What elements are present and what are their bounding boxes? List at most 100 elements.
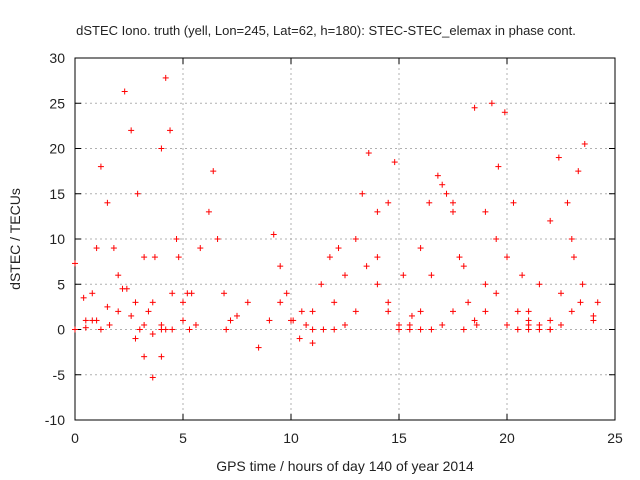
data-point [385, 308, 392, 315]
data-point [391, 159, 398, 166]
data-point [266, 317, 273, 324]
data-point [149, 331, 156, 338]
data-point [331, 299, 338, 306]
chart-title: dSTEC Iono. truth (yell, Lon=245, Lat=62… [76, 23, 576, 38]
data-point [471, 317, 478, 324]
data-point [205, 208, 212, 215]
data-point [210, 168, 217, 175]
x-tick-label: 15 [391, 430, 407, 446]
data-point [180, 299, 186, 306]
data-point [296, 335, 303, 342]
data-point [121, 88, 128, 95]
data-point [465, 299, 472, 306]
data-point [283, 290, 290, 297]
data-point [167, 127, 174, 134]
data-point [482, 308, 489, 315]
data-point [363, 263, 370, 270]
data-point [169, 290, 176, 297]
data-point [326, 254, 333, 261]
data-point [270, 231, 277, 238]
y-tick-label: -5 [53, 367, 66, 383]
data-point [495, 163, 502, 170]
y-tick-label: 10 [49, 231, 65, 247]
x-tick-label: 20 [499, 430, 515, 446]
data-point [555, 154, 562, 161]
data-point [450, 308, 456, 315]
data-point [525, 321, 532, 328]
data-point [439, 181, 446, 188]
data-point [175, 254, 182, 261]
data-point [488, 100, 495, 107]
data-point [450, 208, 456, 215]
y-tick-label: 5 [57, 276, 65, 292]
data-point [439, 321, 446, 328]
plot-frame [74, 57, 616, 421]
data-point [417, 245, 424, 252]
data-point [309, 340, 316, 347]
grid [75, 58, 615, 420]
data-point [558, 290, 564, 297]
data-point [158, 353, 165, 360]
data-point [406, 321, 413, 328]
data-point [162, 326, 169, 333]
data-point [374, 281, 381, 288]
data-point [594, 299, 601, 306]
data-point [309, 326, 316, 333]
data-point [577, 299, 584, 306]
x-axis-label: GPS time / hours of day 140 of year 2014 [216, 458, 474, 474]
data-point [141, 321, 148, 328]
data-point [234, 312, 240, 319]
data-point [141, 254, 148, 261]
data-point [547, 326, 554, 333]
data-point [106, 321, 113, 328]
data-point [374, 254, 381, 261]
data-point [162, 74, 169, 81]
data-point [547, 317, 554, 324]
data-point [89, 290, 96, 297]
axis-ticks: 0 5 10 15 20 25 -10 -5 0 5 10 15 20 25 30 [45, 50, 623, 446]
y-tick-label: 20 [49, 141, 65, 157]
data-point [471, 104, 478, 111]
data-point [188, 290, 195, 297]
y-tick-label: -10 [45, 412, 65, 428]
data-point [104, 199, 111, 206]
data-point [80, 294, 87, 301]
x-tick-label: 0 [71, 430, 79, 446]
data-point [428, 326, 435, 333]
data-point [93, 245, 100, 252]
data-point [132, 335, 139, 342]
data-point [385, 199, 392, 206]
data-point [331, 326, 338, 333]
y-tick-label: 30 [49, 50, 65, 66]
data-point [186, 326, 193, 333]
data-point [173, 236, 180, 242]
data-point [426, 199, 433, 206]
data-point [352, 236, 359, 242]
data-point [227, 317, 234, 324]
data-point [104, 303, 111, 310]
data-point [290, 317, 297, 324]
data-point [493, 236, 500, 242]
data-point [158, 321, 165, 328]
data-point [396, 326, 402, 333]
data-point [547, 217, 554, 224]
data-point [417, 326, 424, 333]
data-point [558, 321, 564, 328]
data-points [72, 74, 601, 381]
data-point [536, 326, 543, 333]
data-point [128, 312, 135, 319]
x-tick-label: 5 [179, 430, 187, 446]
data-point [277, 299, 284, 306]
data-point [501, 109, 508, 116]
y-tick-label: 0 [57, 322, 65, 338]
data-point [255, 344, 262, 351]
data-point [158, 145, 165, 152]
data-point [180, 317, 186, 324]
data-point [342, 272, 348, 279]
data-point [510, 199, 517, 206]
data-point [192, 321, 199, 328]
data-point [318, 281, 325, 288]
data-point [514, 308, 521, 315]
data-point [428, 272, 435, 279]
data-point [149, 374, 156, 381]
